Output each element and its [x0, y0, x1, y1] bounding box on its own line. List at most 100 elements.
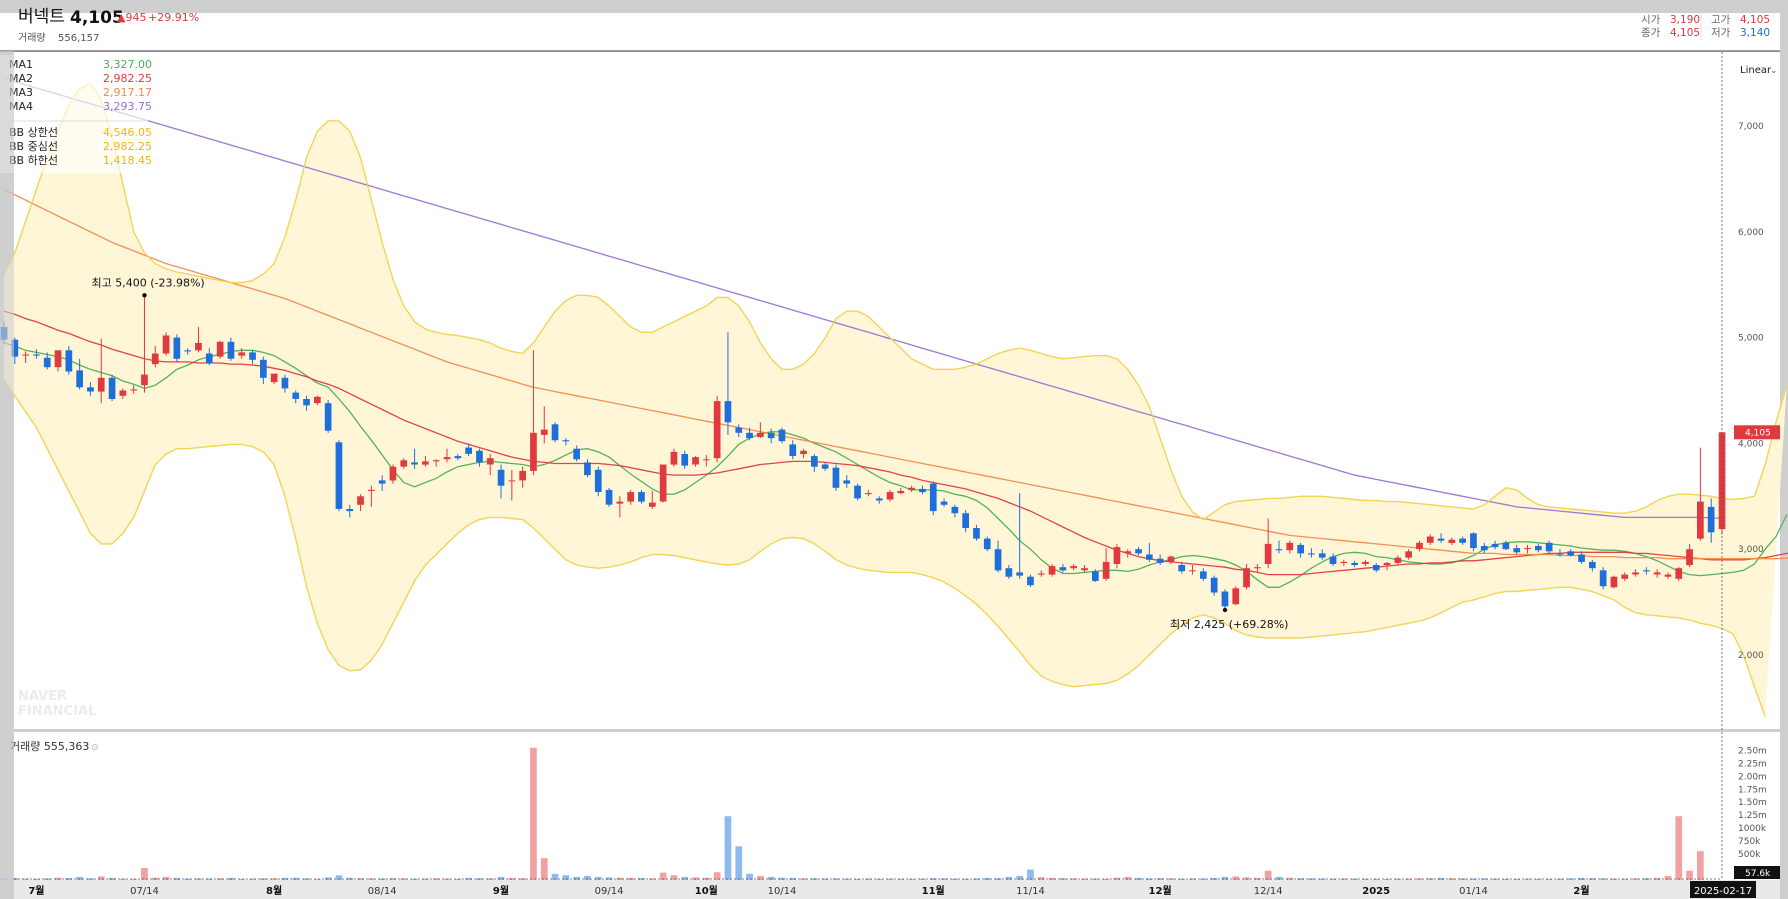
volume-bar [1081, 878, 1088, 880]
scale-mode-label[interactable]: Linear [1740, 65, 1772, 76]
candle [821, 462, 829, 471]
current-volume-tag [1734, 866, 1780, 879]
candle-body [1264, 543, 1272, 564]
candle [151, 346, 159, 368]
volume-bar [573, 876, 580, 880]
candle-body [800, 450, 807, 454]
ohlc-label: 시가 [1641, 14, 1661, 26]
volume-bar [713, 872, 721, 880]
volume-bar [1535, 878, 1542, 880]
volume-bar [1480, 878, 1488, 880]
volume-bar [1124, 876, 1132, 880]
candle-body [1221, 591, 1229, 607]
volume-bar [1070, 878, 1077, 880]
candle [1664, 572, 1672, 579]
volume-bar [1372, 878, 1380, 880]
candle [994, 540, 1002, 573]
candle-body [54, 350, 62, 368]
candle-body [1589, 561, 1596, 569]
volume-bar [659, 872, 667, 880]
price-tick-label: 5,000 [1738, 334, 1764, 344]
volume-bar [940, 878, 948, 880]
candle-body [886, 492, 894, 500]
candle [735, 424, 743, 438]
annotations: 최고 5,400 (-23.98%) 최저 2,425 (+69.28%) [92, 276, 1289, 631]
candle-body [1707, 506, 1715, 533]
volume-bar [97, 876, 105, 880]
candle-body [649, 502, 656, 507]
candle [1016, 493, 1023, 579]
settings-icon[interactable]: ⊙ [91, 743, 99, 753]
candle-body [811, 456, 818, 467]
volume-bar [1178, 878, 1186, 880]
volume-bar [335, 875, 343, 880]
chevron-down-icon[interactable]: ⌄ [1770, 66, 1778, 76]
candle-body [1502, 542, 1510, 550]
candle [260, 356, 267, 385]
legend-name: BB 하한선 [9, 153, 58, 167]
legend-value: 2,982.25 [103, 140, 152, 153]
candle [1221, 589, 1229, 610]
volume-bar [1048, 877, 1056, 880]
candle-body [713, 401, 721, 459]
candle-body [443, 457, 451, 460]
volume-panel[interactable] [14, 732, 1780, 880]
candle [951, 504, 959, 518]
volume-bar [1329, 878, 1337, 880]
x-tick-label: 10월 [695, 885, 718, 897]
candle-body [1135, 549, 1142, 554]
candle [1480, 542, 1488, 554]
candle [249, 350, 256, 365]
volume-bar [1545, 879, 1553, 880]
candle-body [584, 462, 591, 476]
candle-body [1491, 543, 1499, 548]
candle-body [573, 448, 580, 460]
volume-bar [1437, 877, 1445, 880]
legend-name: BB 상한선 [9, 126, 58, 139]
candle [76, 358, 83, 390]
volume-bar [1156, 878, 1164, 880]
candle [1383, 561, 1391, 571]
legend-value: 2,982.25 [103, 72, 152, 85]
candle-body [1189, 570, 1196, 572]
candle-body [962, 513, 969, 528]
volume-bar [238, 878, 246, 880]
candle [757, 422, 764, 439]
candle [1362, 559, 1369, 567]
volume-bar [865, 878, 872, 880]
volume-bar [1005, 876, 1013, 880]
bollinger-band-area [4, 83, 1787, 717]
candle-body [1578, 554, 1585, 562]
candle-body [324, 403, 332, 431]
volume-tick-label: 2.00m [1738, 772, 1767, 782]
candle-body [1480, 546, 1488, 551]
candle-body [746, 432, 753, 439]
candle-body [346, 509, 354, 512]
candle [1308, 548, 1315, 558]
legend-value: 3,293.75 [103, 100, 152, 113]
candle-body [486, 458, 494, 465]
volume-bar [562, 875, 570, 880]
candle-body [994, 549, 1002, 571]
volume-bar [357, 878, 364, 880]
candle [346, 504, 354, 518]
legend-name: MA1 [9, 58, 33, 71]
candle [314, 395, 321, 406]
candle [1351, 560, 1358, 568]
volume-bar [724, 816, 732, 880]
candle [1005, 565, 1013, 579]
price-change: ▲945 [117, 11, 146, 24]
candle-body [1448, 539, 1456, 543]
volume-bar [454, 878, 462, 880]
candle [940, 498, 948, 507]
candle-body [270, 373, 278, 383]
volume-bar [1578, 877, 1585, 880]
volume-bar [584, 875, 591, 880]
candle [389, 464, 397, 484]
series-line-3 [3, 188, 1788, 560]
volume-bar [1470, 878, 1477, 880]
candle [1286, 540, 1294, 554]
candle-body [389, 466, 397, 481]
